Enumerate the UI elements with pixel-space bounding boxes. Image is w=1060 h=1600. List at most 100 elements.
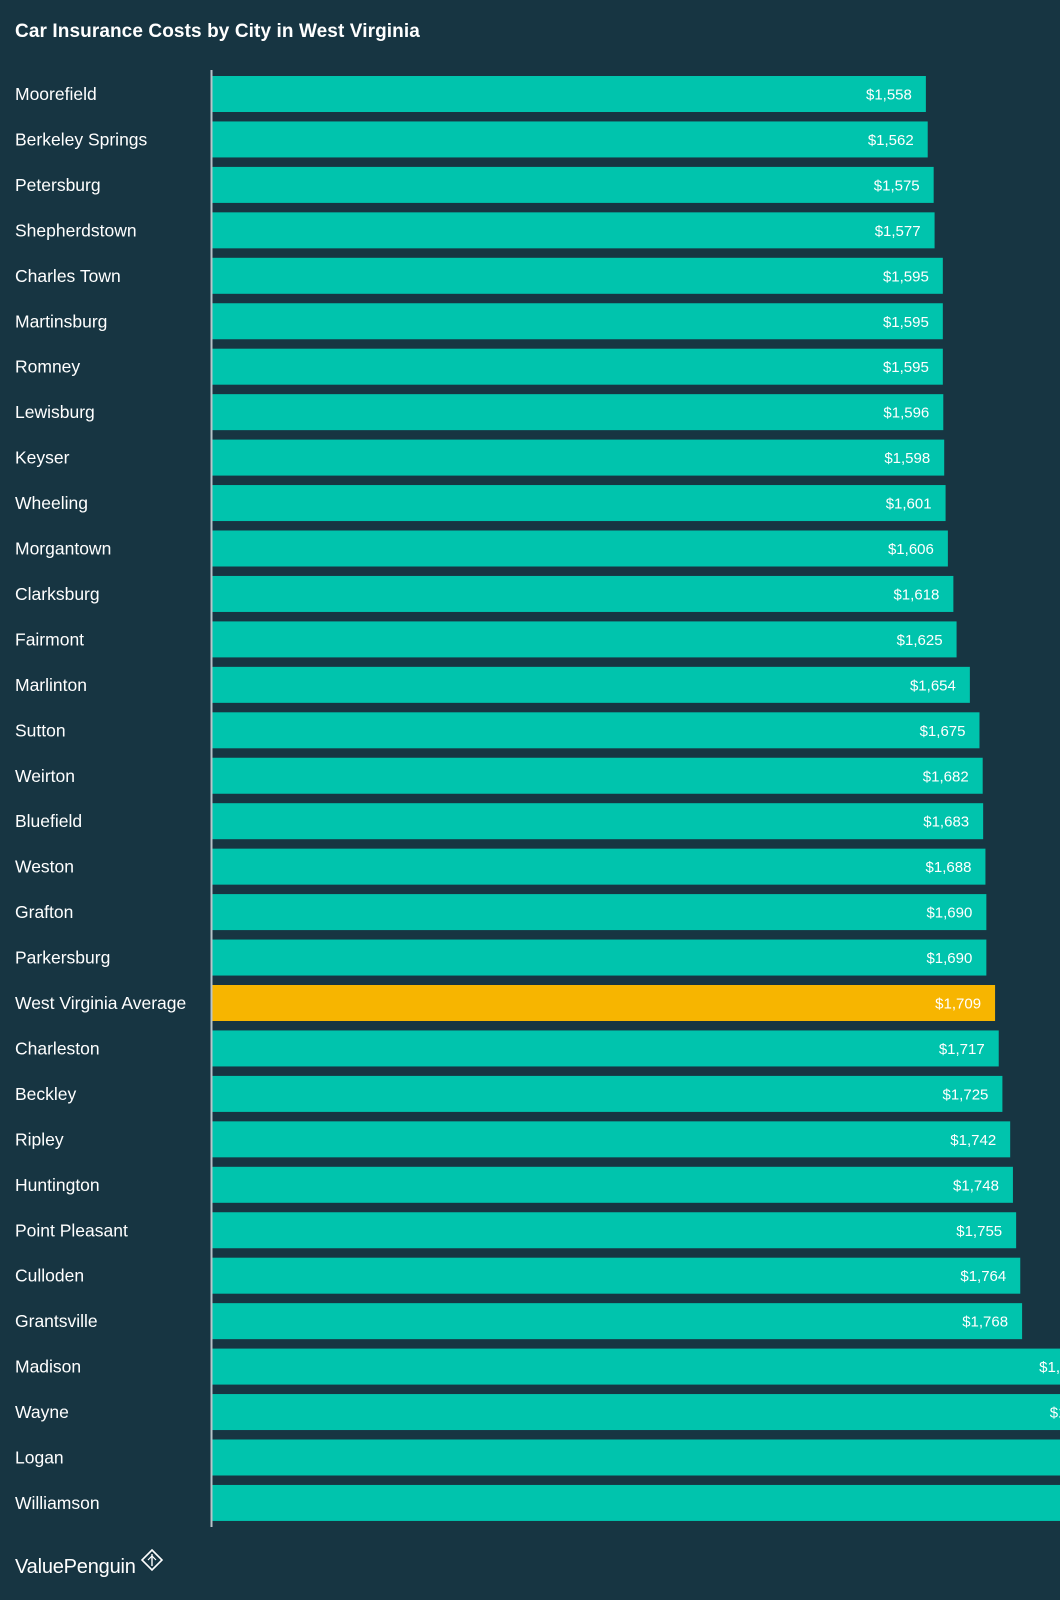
bar-keyser bbox=[212, 439, 945, 476]
bar-logan bbox=[212, 1439, 1060, 1476]
value-label-morgantown: $1,606 bbox=[888, 541, 934, 558]
bar-wayne bbox=[212, 1394, 1060, 1431]
bar-martinsburg bbox=[212, 303, 943, 340]
category-label-fairmont: Fairmont bbox=[15, 629, 84, 649]
category-label-huntington: Huntington bbox=[15, 1175, 100, 1195]
category-label-grafton: Grafton bbox=[15, 902, 73, 922]
category-label-petersburg: Petersburg bbox=[15, 175, 101, 195]
category-label-keyser: Keyser bbox=[15, 448, 70, 468]
bar-fairmont bbox=[212, 621, 957, 658]
value-label-petersburg: $1,575 bbox=[874, 177, 920, 194]
value-label-clarksburg: $1,618 bbox=[893, 586, 939, 603]
category-label-lewisburg: Lewisburg bbox=[15, 402, 95, 422]
bar-point-pleasant bbox=[212, 1212, 1017, 1249]
category-label-wheeling: Wheeling bbox=[15, 493, 88, 513]
bar-weirton bbox=[212, 757, 983, 794]
value-label-shepherdstown: $1,577 bbox=[875, 223, 921, 240]
value-label-weirton: $1,682 bbox=[923, 768, 969, 785]
bar-chart: $1,558 $1,562 $1,575 $1,577 $1,595 $1,595 $1,5… bbox=[15, 70, 1060, 1527]
value-label-weston: $1,688 bbox=[926, 859, 972, 876]
value-label-parkersburg: $1,690 bbox=[926, 950, 972, 967]
bar-lewisburg bbox=[212, 394, 944, 431]
category-label-sutton: Sutton bbox=[15, 720, 66, 740]
bar-huntington bbox=[212, 1166, 1013, 1203]
value-label-lewisburg: $1,596 bbox=[883, 405, 929, 422]
category-label-marlinton: Marlinton bbox=[15, 675, 87, 695]
category-label-wayne: Wayne bbox=[15, 1402, 69, 1422]
category-label-ripley: Ripley bbox=[15, 1129, 64, 1149]
bar-moorefield bbox=[212, 76, 926, 112]
value-label-moorefield: $1,558 bbox=[866, 87, 912, 104]
bar-charles-town bbox=[212, 257, 943, 294]
value-label-wayne: $1,959 bbox=[1050, 1405, 1060, 1422]
category-label-grantsville: Grantsville bbox=[15, 1311, 98, 1331]
value-label-wheeling: $1,601 bbox=[886, 496, 932, 513]
value-label-berkeley-springs: $1,562 bbox=[868, 132, 914, 149]
bar-beckley bbox=[212, 1075, 1003, 1112]
bar-grantsville bbox=[212, 1303, 1023, 1340]
category-label-parkersburg: Parkersburg bbox=[15, 948, 110, 968]
category-label-charles-town: Charles Town bbox=[15, 266, 121, 286]
bar-clarksburg bbox=[212, 575, 954, 612]
category-label-morgantown: Morgantown bbox=[15, 539, 111, 559]
category-label-bluefield: Bluefield bbox=[15, 811, 82, 831]
category-label-culloden: Culloden bbox=[15, 1266, 84, 1286]
bar-west-virginia-average bbox=[212, 985, 996, 1021]
bar-williamson bbox=[212, 1484, 1060, 1521]
category-label-weston: Weston bbox=[15, 857, 74, 877]
bar-petersburg bbox=[212, 166, 934, 203]
category-label-moorefield: Moorefield bbox=[15, 84, 97, 104]
brand-logo: ValuePenguin bbox=[15, 1548, 165, 1579]
value-label-grafton: $1,690 bbox=[926, 905, 972, 922]
value-label-marlinton: $1,654 bbox=[910, 677, 956, 694]
category-label-berkeley-springs: Berkeley Springs bbox=[15, 129, 148, 149]
value-label-west-virginia-average: $1,709 bbox=[935, 996, 981, 1013]
penguin-diamond-icon bbox=[140, 1548, 163, 1571]
value-label-madison: $1,936 bbox=[1039, 1359, 1060, 1376]
category-label-point-pleasant: Point Pleasant bbox=[15, 1220, 128, 1240]
value-label-culloden: $1,764 bbox=[960, 1268, 1006, 1285]
category-label-madison: Madison bbox=[15, 1357, 81, 1377]
value-label-ripley: $1,742 bbox=[950, 1132, 996, 1149]
category-label-charleston: Charleston bbox=[15, 1038, 100, 1058]
bar-weston bbox=[212, 848, 986, 885]
bar-romney bbox=[212, 348, 943, 385]
bar-ripley bbox=[212, 1121, 1011, 1158]
value-label-romney: $1,595 bbox=[883, 359, 929, 376]
value-label-bluefield: $1,683 bbox=[923, 814, 969, 831]
bar-berkeley-springs bbox=[212, 121, 928, 158]
value-label-fairmont: $1,625 bbox=[897, 632, 943, 649]
bar-culloden bbox=[212, 1257, 1021, 1294]
value-label-charles-town: $1,595 bbox=[883, 268, 929, 285]
category-label-west-virginia-average: West Virginia Average bbox=[15, 993, 186, 1013]
chart-title: Car Insurance Costs by City in West Virg… bbox=[15, 21, 420, 42]
bar-charleston bbox=[212, 1030, 999, 1067]
category-label-beckley: Beckley bbox=[15, 1084, 77, 1104]
bar-grafton bbox=[212, 894, 987, 931]
value-label-martinsburg: $1,595 bbox=[883, 314, 929, 331]
bar-parkersburg bbox=[212, 939, 987, 976]
value-label-sutton: $1,675 bbox=[920, 723, 966, 740]
value-label-keyser: $1,598 bbox=[884, 450, 930, 467]
bar-madison bbox=[212, 1348, 1060, 1385]
value-label-beckley: $1,725 bbox=[943, 1086, 989, 1103]
value-label-point-pleasant: $1,755 bbox=[956, 1223, 1002, 1240]
category-label-logan: Logan bbox=[15, 1448, 64, 1468]
category-label-williamson: Williamson bbox=[15, 1493, 100, 1513]
value-label-grantsville: $1,768 bbox=[962, 1314, 1008, 1331]
bar-marlinton bbox=[212, 666, 970, 703]
value-label-huntington: $1,748 bbox=[953, 1177, 999, 1194]
bar-bluefield bbox=[212, 803, 984, 840]
category-label-clarksburg: Clarksburg bbox=[15, 584, 100, 604]
bar-sutton bbox=[212, 712, 980, 749]
value-label-charleston: $1,717 bbox=[939, 1041, 985, 1058]
bar-shepherdstown bbox=[212, 212, 935, 249]
category-label-shepherdstown: Shepherdstown bbox=[15, 220, 137, 240]
category-label-romney: Romney bbox=[15, 357, 80, 377]
bar-wheeling bbox=[212, 485, 946, 522]
category-label-weirton: Weirton bbox=[15, 766, 75, 786]
category-labels-layer: Moorefield Berkeley Springs Petersburg Shep… bbox=[15, 84, 186, 1513]
bars-layer: $1,558 $1,562 $1,575 $1,577 $1,595 $1,595 $1,5… bbox=[212, 76, 1060, 1521]
brand-name: ValuePenguin bbox=[15, 1556, 136, 1578]
bar-morgantown bbox=[212, 530, 948, 567]
